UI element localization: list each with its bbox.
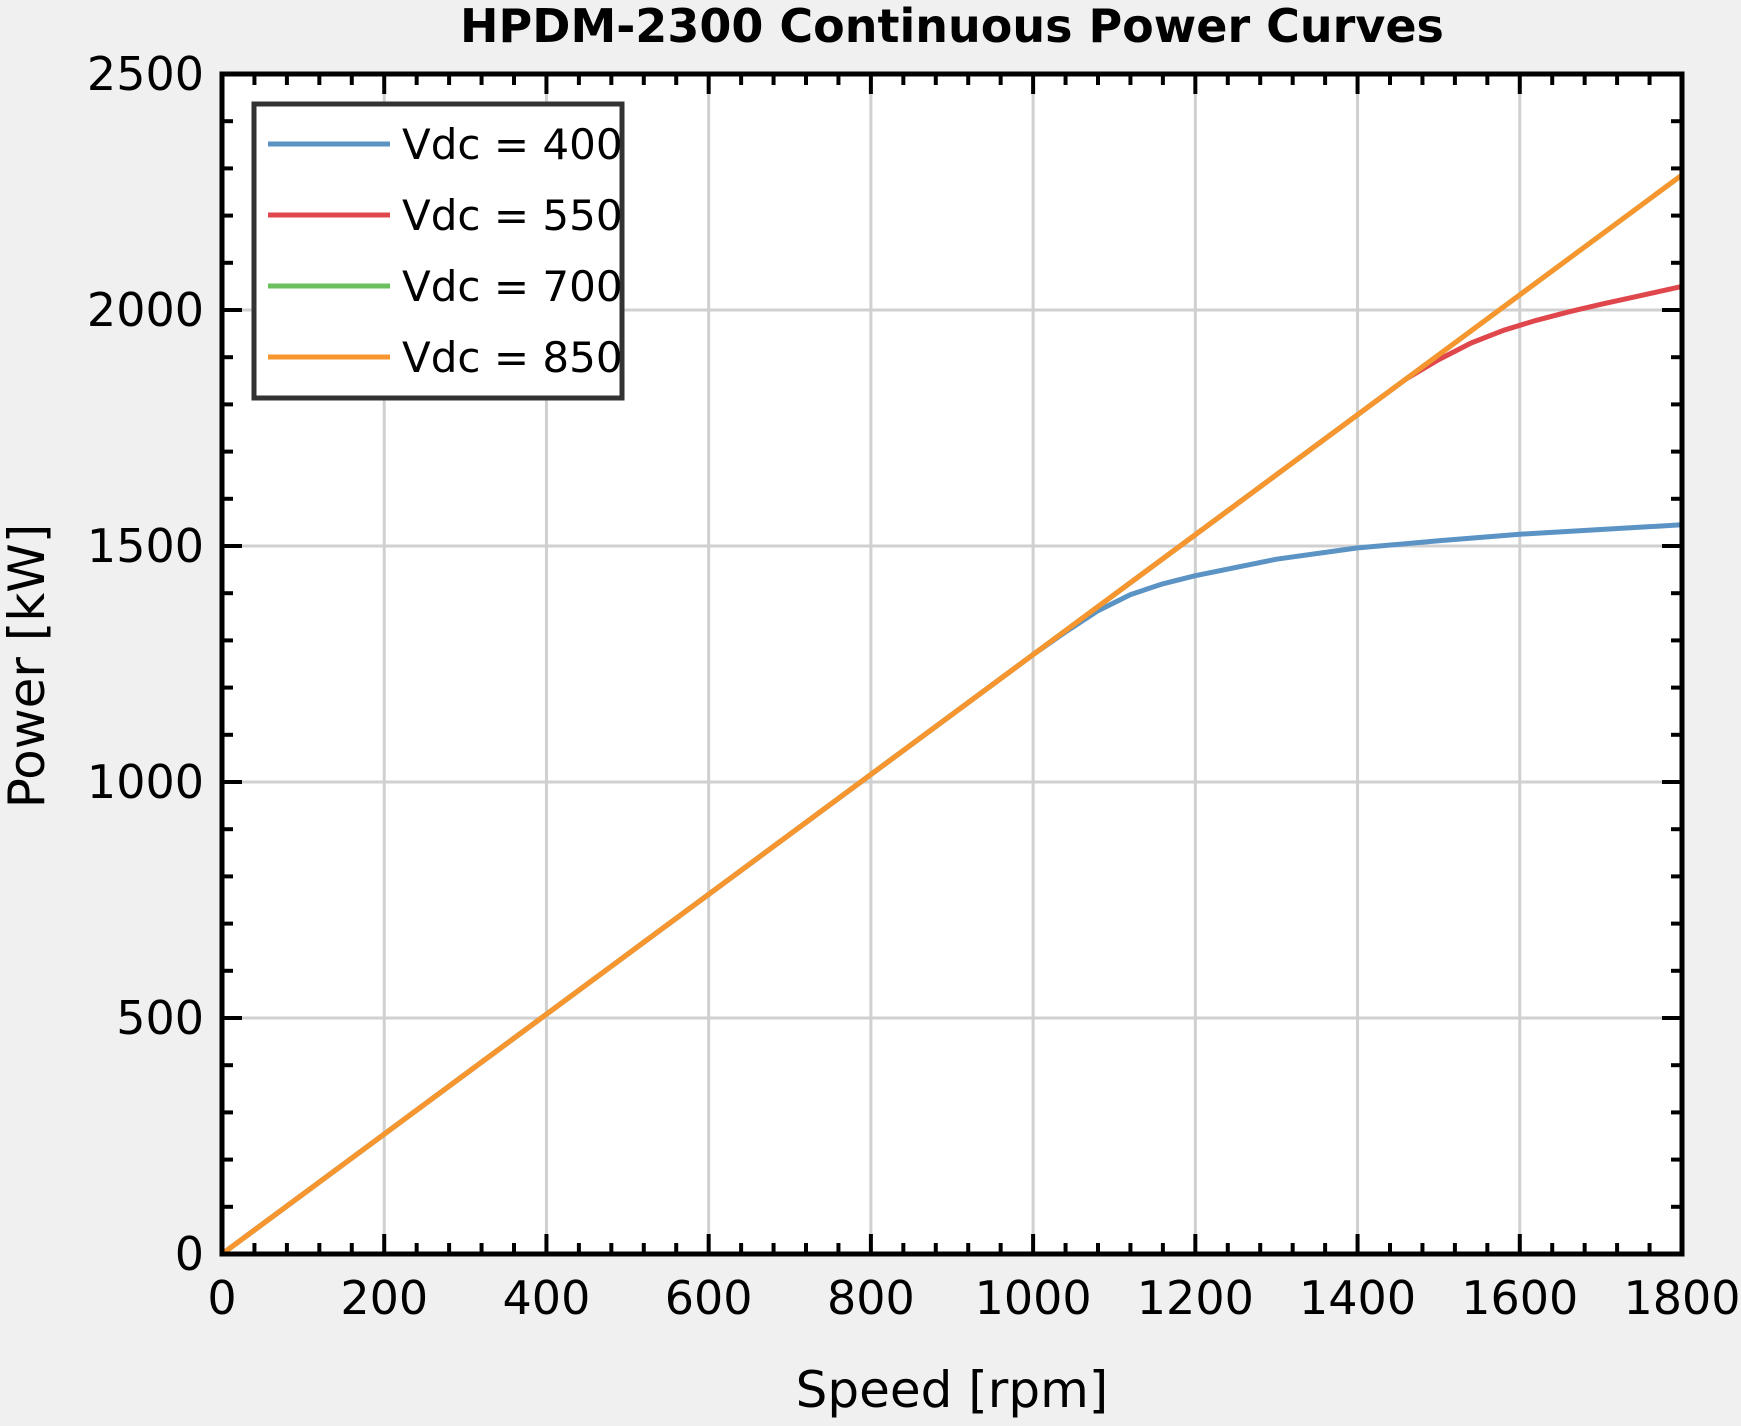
x-tick-label: 0 [207, 1271, 236, 1325]
legend-label-3: Vdc = 700 [402, 262, 623, 311]
x-tick-label: 1400 [1299, 1271, 1416, 1325]
x-tick-label: 1200 [1137, 1271, 1254, 1325]
x-tick-label: 400 [503, 1271, 591, 1325]
x-tick-label: 800 [827, 1271, 915, 1325]
x-tick-label: 1800 [1623, 1271, 1740, 1325]
plot-border [219, 71, 1685, 1257]
legend-box [251, 101, 625, 401]
y-axis-label: Power [kW] [0, 524, 56, 808]
legend-label-2: Vdc = 550 [402, 191, 623, 240]
x-tick-label: 1600 [1461, 1271, 1578, 1325]
x-tick-label: 600 [665, 1271, 753, 1325]
y-tick-label: 1000 [87, 755, 204, 809]
x-axis-label: Speed [rpm] [796, 1361, 1109, 1419]
y-tick-label: 2500 [87, 47, 204, 101]
legend-label-1: Vdc = 400 [402, 120, 623, 169]
y-tick-label: 2000 [87, 283, 204, 337]
y-tick-label: 1500 [87, 519, 204, 573]
plot-series [219, 172, 1685, 1257]
legend-label-4: Vdc = 850 [402, 333, 623, 382]
plot-frame [219, 71, 1685, 1257]
y-tick-label: 0 [175, 1227, 204, 1281]
x-tick-label: 1000 [975, 1271, 1092, 1325]
tick-marks [220, 72, 1684, 1256]
x-tick-label: 200 [340, 1271, 428, 1325]
tick-labels: 0 200 400 600 800 1000 1200 1400 1600 1800 0 500 100… [87, 47, 1741, 1325]
series-line-4 [219, 172, 1685, 1257]
legend: Vdc = 400 Vdc = 550 Vdc = 700 Vdc = 850 [251, 101, 625, 401]
y-tick-label: 500 [116, 991, 204, 1045]
chart-title: HPDM-2300 Continuous Power Curves [460, 0, 1444, 53]
